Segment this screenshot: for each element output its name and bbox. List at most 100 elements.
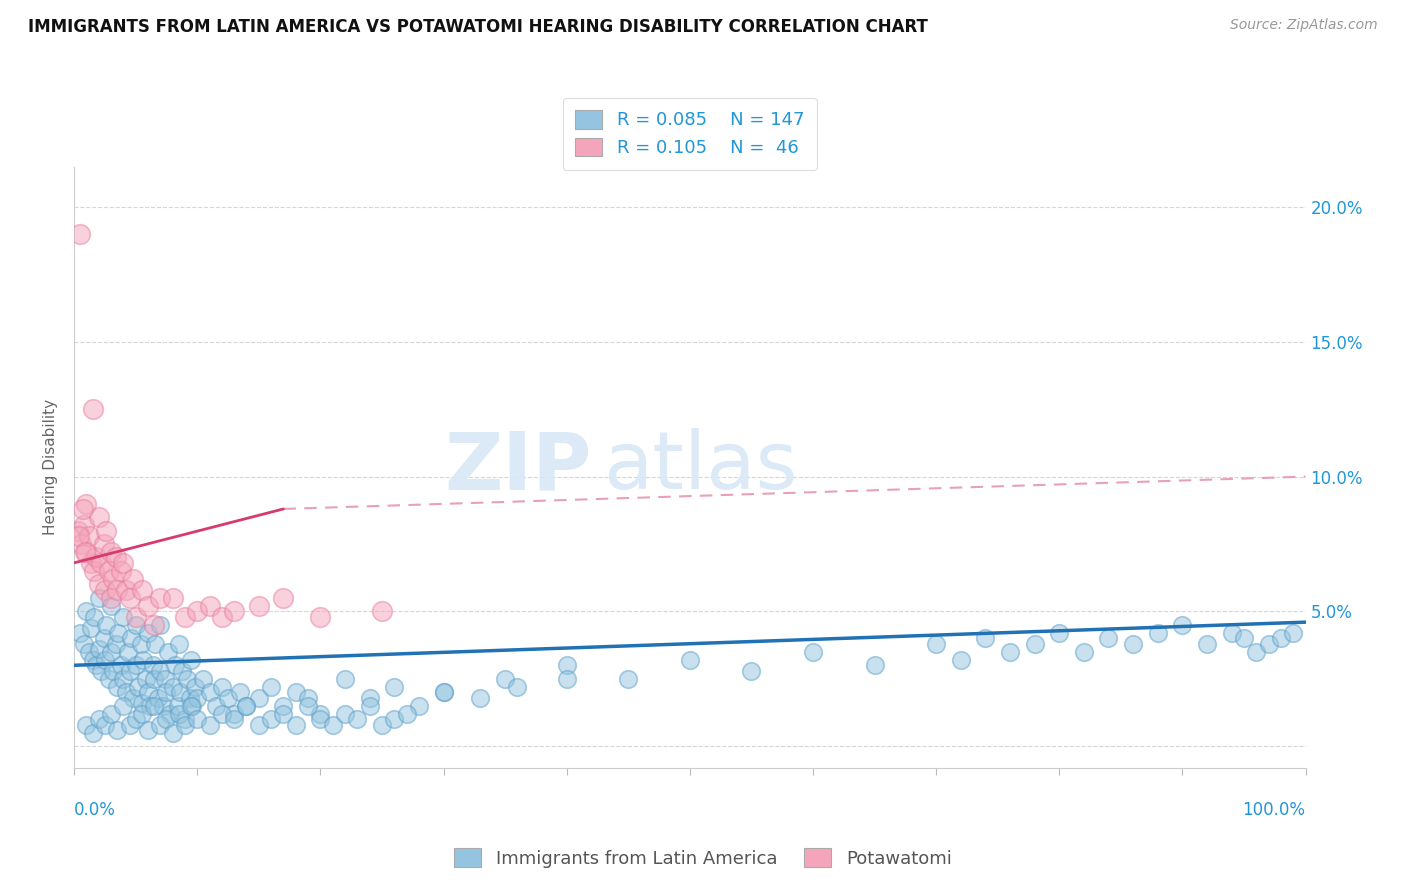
Point bbox=[156, 645, 179, 659]
Point bbox=[82, 725, 104, 739]
Point bbox=[224, 706, 246, 721]
Point bbox=[149, 717, 172, 731]
Point bbox=[107, 626, 129, 640]
Point bbox=[309, 706, 332, 721]
Point bbox=[67, 529, 90, 543]
Point bbox=[247, 690, 270, 705]
Point bbox=[949, 653, 972, 667]
Point bbox=[186, 712, 208, 726]
Point bbox=[112, 698, 135, 713]
Point bbox=[142, 658, 165, 673]
Point bbox=[284, 685, 307, 699]
Point bbox=[167, 637, 190, 651]
Point bbox=[180, 698, 202, 713]
Point bbox=[136, 685, 159, 699]
Point bbox=[1073, 645, 1095, 659]
Point bbox=[359, 690, 381, 705]
Point bbox=[309, 712, 332, 726]
Point bbox=[72, 502, 94, 516]
Point bbox=[94, 524, 117, 538]
Point bbox=[100, 706, 122, 721]
Point bbox=[84, 550, 107, 565]
Point bbox=[149, 664, 172, 678]
Text: Source: ZipAtlas.com: Source: ZipAtlas.com bbox=[1230, 18, 1378, 32]
Point bbox=[184, 680, 207, 694]
Point bbox=[211, 609, 233, 624]
Point bbox=[70, 537, 93, 551]
Point bbox=[100, 591, 122, 605]
Point bbox=[297, 690, 319, 705]
Point bbox=[69, 626, 91, 640]
Point bbox=[211, 680, 233, 694]
Point bbox=[112, 672, 135, 686]
Point bbox=[118, 717, 141, 731]
Point bbox=[273, 591, 295, 605]
Point bbox=[1246, 645, 1268, 659]
Point bbox=[139, 698, 162, 713]
Point bbox=[1233, 632, 1256, 646]
Point bbox=[120, 632, 142, 646]
Point bbox=[273, 698, 295, 713]
Point bbox=[112, 609, 135, 624]
Point bbox=[100, 545, 122, 559]
Point bbox=[124, 658, 146, 673]
Point bbox=[69, 227, 91, 241]
Point bbox=[131, 696, 153, 710]
Point bbox=[112, 556, 135, 570]
Point bbox=[104, 637, 127, 651]
Point bbox=[94, 653, 117, 667]
Point bbox=[136, 723, 159, 737]
Point bbox=[87, 510, 110, 524]
Point bbox=[494, 672, 516, 686]
Point bbox=[166, 698, 188, 713]
Point bbox=[1195, 637, 1218, 651]
Point bbox=[77, 645, 100, 659]
Point bbox=[87, 712, 110, 726]
Point bbox=[186, 604, 208, 618]
Point bbox=[198, 685, 221, 699]
Point bbox=[82, 653, 104, 667]
Point bbox=[555, 672, 578, 686]
Point bbox=[73, 518, 96, 533]
Point bbox=[93, 632, 115, 646]
Point bbox=[94, 717, 117, 731]
Point bbox=[167, 706, 190, 721]
Point bbox=[470, 690, 492, 705]
Point bbox=[127, 680, 149, 694]
Point bbox=[87, 642, 110, 657]
Point bbox=[118, 591, 141, 605]
Point bbox=[77, 529, 100, 543]
Legend: Immigrants from Latin America, Potawatomi: Immigrants from Latin America, Potawatom… bbox=[443, 838, 963, 879]
Point bbox=[229, 685, 252, 699]
Point bbox=[1122, 637, 1144, 651]
Point bbox=[155, 712, 177, 726]
Point bbox=[162, 680, 184, 694]
Point bbox=[75, 604, 97, 618]
Point bbox=[309, 609, 332, 624]
Point bbox=[82, 402, 104, 417]
Point bbox=[224, 712, 246, 726]
Point bbox=[801, 645, 824, 659]
Point bbox=[162, 591, 184, 605]
Point bbox=[87, 577, 110, 591]
Point bbox=[382, 680, 405, 694]
Point bbox=[181, 698, 204, 713]
Point bbox=[165, 658, 187, 673]
Text: ZIP: ZIP bbox=[444, 428, 592, 506]
Point bbox=[174, 609, 197, 624]
Point bbox=[235, 698, 257, 713]
Point bbox=[131, 706, 153, 721]
Point bbox=[186, 690, 208, 705]
Point bbox=[118, 664, 141, 678]
Point bbox=[104, 550, 127, 565]
Point bbox=[198, 599, 221, 613]
Point bbox=[100, 645, 122, 659]
Point bbox=[506, 680, 529, 694]
Point bbox=[75, 545, 97, 559]
Point bbox=[174, 717, 197, 731]
Point bbox=[117, 645, 139, 659]
Point bbox=[162, 725, 184, 739]
Point bbox=[408, 698, 430, 713]
Point bbox=[75, 497, 97, 511]
Point bbox=[75, 545, 97, 559]
